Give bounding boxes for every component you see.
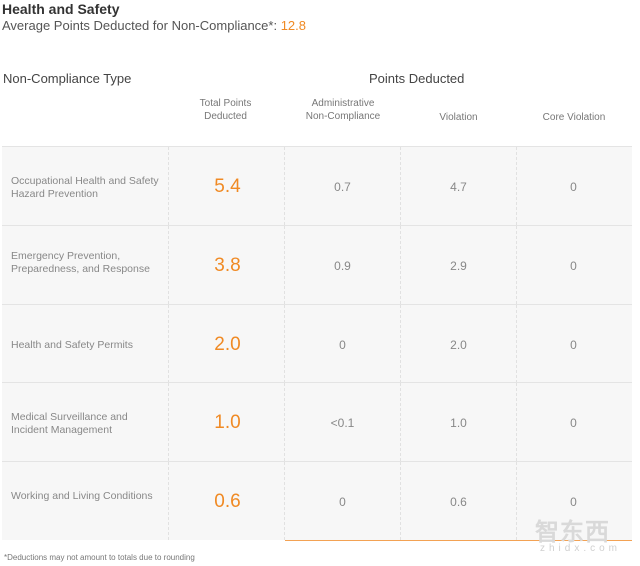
row-violation-points: 2.0 [450, 337, 467, 352]
row-total-points: 2.0 [214, 333, 241, 355]
row-core-points: 0 [570, 416, 577, 431]
row-administrative-points: <0.1 [330, 416, 355, 431]
row-type-name: Occupational Health and Safety Hazard Pr… [11, 175, 159, 200]
row-violation-points: 4.7 [450, 180, 467, 194]
section-title: Health and Safety [2, 1, 120, 17]
column-divider [168, 147, 169, 225]
column-divider [516, 383, 517, 462]
table-row: Occupational Health and Safety Hazard Pr… [2, 146, 632, 226]
column-header-violation: Violation [439, 112, 478, 123]
row-type-name: Working and Living Conditions [11, 490, 153, 503]
points-table: Occupational Health and Safety Hazard Pr… [2, 146, 632, 542]
row-total-points: 0.6 [214, 491, 241, 513]
column-divider [168, 225, 169, 304]
row-violation-points: 0.6 [450, 495, 467, 510]
column-divider [168, 304, 169, 383]
column-header-administrative: Administrative Non-Compliance [305, 98, 381, 122]
column-divider [516, 225, 517, 304]
row-total-points: 3.8 [214, 254, 241, 276]
column-divider [284, 462, 285, 541]
footnote: *Deductions may not amount to totals due… [4, 553, 195, 562]
average-points-value: 12.8 [280, 18, 306, 33]
row-total-points: 1.0 [214, 412, 241, 434]
column-divider [284, 383, 285, 462]
watermark-url: zhidx.com [540, 543, 622, 554]
column-divider [516, 462, 517, 541]
row-total-points: 5.4 [214, 176, 241, 197]
column-divider [284, 304, 285, 383]
column-header-core-violation: Core Violation [542, 112, 606, 123]
column-divider [400, 304, 401, 383]
row-core-points: 0 [570, 180, 577, 194]
row-administrative-points: 0 [339, 495, 346, 510]
column-divider [284, 225, 285, 304]
row-administrative-points: 0 [339, 337, 346, 352]
column-divider [400, 462, 401, 541]
column-divider [400, 225, 401, 304]
column-divider [168, 383, 169, 462]
row-violation-points: 1.0 [450, 416, 467, 431]
watermark-logo: 智东西 [535, 519, 610, 546]
row-type-name: Emergency Prevention, Preparedness, and … [11, 249, 150, 275]
table-row: Health and Safety Permits 2.0 0 2.0 0 [2, 303, 632, 384]
row-accent-underline [285, 540, 632, 542]
row-type-name: Health and Safety Permits [11, 338, 133, 351]
table-row: Emergency Prevention, Preparedness, and … [2, 224, 632, 305]
row-administrative-points: 0.7 [334, 180, 351, 194]
column-divider [168, 462, 169, 541]
row-administrative-points: 0.9 [334, 258, 351, 273]
row-core-points: 0 [570, 258, 577, 273]
average-points-subtitle: Average Points Deducted for Non-Complian… [2, 18, 306, 33]
column-header-total: Total Points Deducted [199, 98, 252, 122]
row-type-name: Medical Surveillance and Incident Manage… [11, 411, 128, 437]
points-deducted-header: Points Deducted [369, 71, 465, 86]
column-divider [400, 147, 401, 225]
row-core-points: 0 [570, 337, 577, 352]
table-row: Working and Living Conditions 0.6 0 0.6 0 [2, 461, 632, 542]
column-divider [284, 147, 285, 225]
non-compliance-type-header: Non-Compliance Type [3, 71, 132, 86]
column-divider [400, 383, 401, 462]
column-divider [516, 147, 517, 225]
table-row: Medical Surveillance and Incident Manage… [2, 382, 632, 463]
row-violation-points: 2.9 [450, 258, 467, 273]
column-divider [516, 304, 517, 383]
row-core-points: 0 [570, 495, 577, 510]
